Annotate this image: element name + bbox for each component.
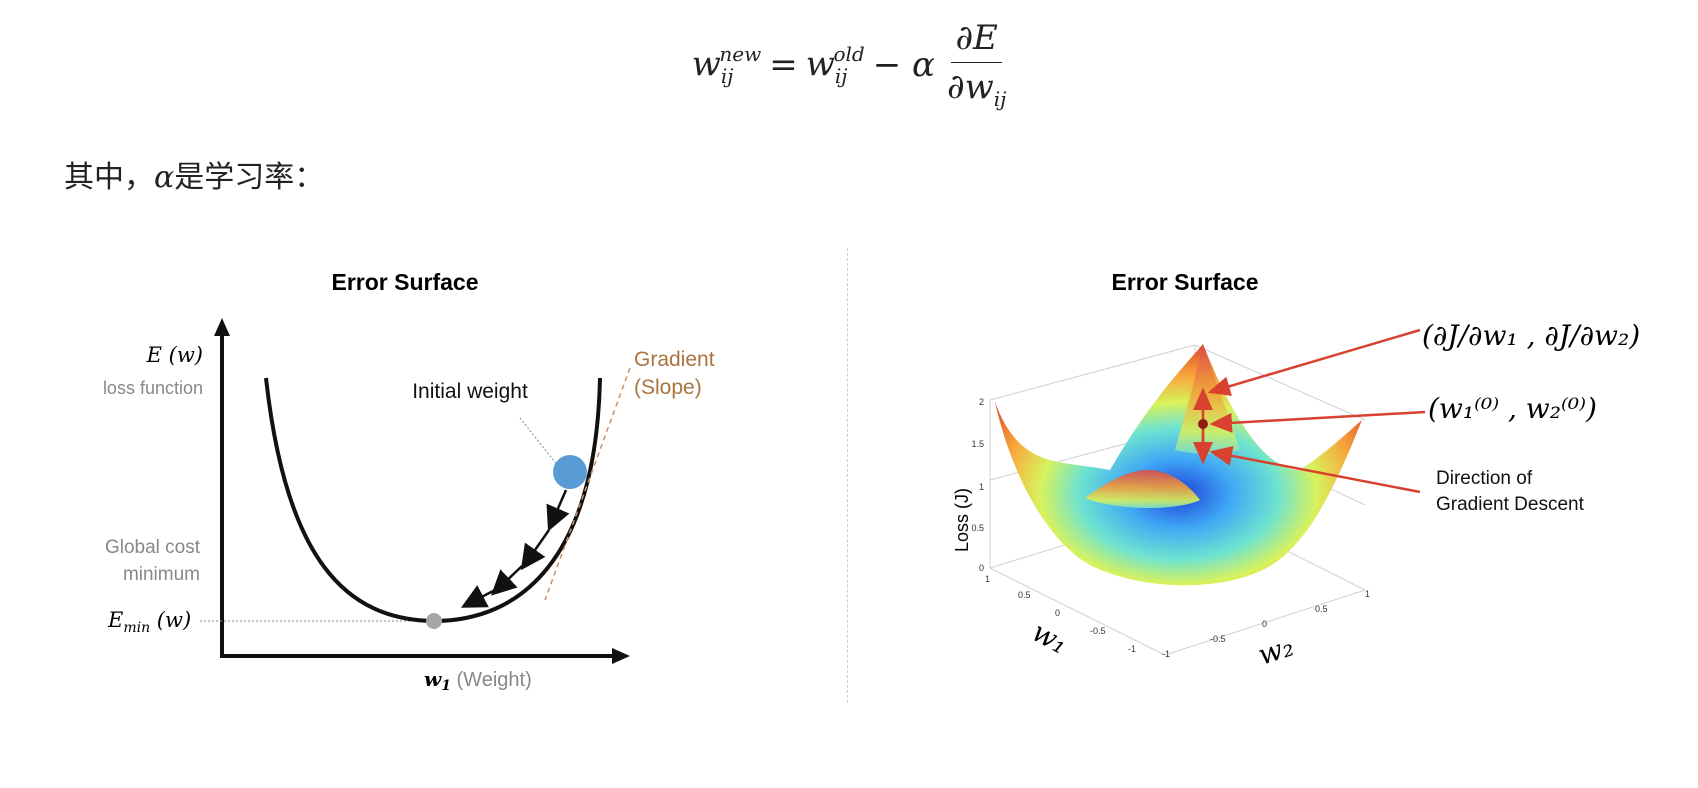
svg-text:0: 0 bbox=[979, 563, 984, 573]
descent-arrow-4 bbox=[460, 585, 496, 608]
left-x-axis-arrow-icon bbox=[612, 648, 630, 664]
w1-axis-label: w₁ bbox=[1027, 615, 1074, 661]
initial-weight-label: Initial weight bbox=[412, 380, 528, 403]
global-min-point bbox=[426, 613, 442, 629]
z-axis-label: Loss (J) bbox=[952, 488, 972, 552]
left-y-axis-arrow-icon bbox=[214, 318, 230, 336]
formula-numerator: ∂E bbox=[951, 18, 1002, 63]
descent-arrow-2 bbox=[520, 529, 551, 571]
left-x-axis-label: w1 (Weight) bbox=[424, 667, 532, 694]
descent-arrow-1 bbox=[546, 489, 570, 532]
left-title: Error Surface bbox=[331, 269, 478, 295]
emin-label: Emin (w) bbox=[107, 608, 191, 636]
svg-text:0: 0 bbox=[1262, 619, 1267, 629]
intro-suffix: 是学习率： bbox=[174, 160, 325, 195]
global-min-label-line1: Global cost bbox=[105, 537, 201, 558]
surface-front-ridge bbox=[1085, 470, 1200, 508]
svg-text:1: 1 bbox=[979, 482, 984, 492]
initial-point-pointer bbox=[1209, 410, 1426, 433]
global-min-label-line2: minimum bbox=[123, 564, 200, 585]
svg-text:-1: -1 bbox=[1128, 644, 1136, 654]
initial-weight-leader bbox=[519, 417, 559, 467]
w2-axis-label: w₂ bbox=[1254, 629, 1298, 671]
initial-weight-ball bbox=[553, 455, 587, 489]
svg-text:2: 2 bbox=[979, 397, 984, 407]
left-y-axis-sublabel: loss function bbox=[103, 378, 203, 398]
svg-text:0.5: 0.5 bbox=[1018, 590, 1031, 600]
left-y-axis-label: E (w) bbox=[146, 343, 203, 367]
panel-divider bbox=[847, 248, 848, 703]
gradient-label-line2: (Slope) bbox=[634, 376, 702, 399]
intro-alpha: α bbox=[154, 160, 175, 195]
gradient-annotations bbox=[1193, 328, 1426, 494]
svg-text:0.5: 0.5 bbox=[1315, 604, 1328, 614]
direction-label-line2: Gradient Descent bbox=[1436, 494, 1585, 515]
svg-text:-0.5: -0.5 bbox=[1210, 634, 1226, 644]
intro-text: 其中，α是学习率： bbox=[64, 152, 324, 196]
intro-prefix: 其中， bbox=[64, 160, 154, 195]
formula-fraction: ∂E ∂wij bbox=[947, 18, 1006, 111]
loss-surface bbox=[995, 344, 1362, 586]
formula-rhs-sup: old bbox=[833, 41, 865, 66]
formula-equals: = bbox=[769, 44, 798, 85]
svg-text:0.5: 0.5 bbox=[971, 523, 984, 533]
gradient-vector-pointer bbox=[1207, 328, 1421, 396]
initial-point-label: (w₁⁽⁰⁾ , w₂⁽⁰⁾) bbox=[1428, 392, 1597, 425]
right-title: Error Surface bbox=[1111, 269, 1258, 295]
direction-pointer bbox=[1209, 445, 1421, 494]
formula-lhs-sub: ij bbox=[720, 63, 734, 88]
svg-text:0: 0 bbox=[1055, 608, 1060, 618]
direction-label-line1: Direction of bbox=[1436, 468, 1533, 489]
gradient-label-line1: Gradient bbox=[634, 348, 715, 371]
svg-text:1: 1 bbox=[1365, 589, 1370, 599]
z-axis-ticks: 0 0.5 1 1.5 2 bbox=[971, 397, 984, 573]
formula-lhs: w bbox=[691, 43, 721, 84]
w2-axis-ticks: -1 -0.5 0 0.5 1 bbox=[1162, 589, 1370, 659]
formula-rhs: w bbox=[805, 43, 835, 84]
formula-denominator: ∂w bbox=[947, 67, 994, 107]
formula-minus-alpha: − α bbox=[872, 44, 935, 85]
svg-text:1.5: 1.5 bbox=[971, 439, 984, 449]
descent-arrow-3 bbox=[490, 565, 523, 596]
svg-text:1: 1 bbox=[985, 574, 990, 584]
w1-axis-ticks: 1 0.5 0 -0.5 -1 bbox=[985, 574, 1136, 654]
formula-rhs-sub: ij bbox=[834, 63, 848, 88]
initial-point-marker bbox=[1198, 419, 1208, 429]
svg-text:-0.5: -0.5 bbox=[1090, 626, 1106, 636]
formula-lhs-sup: new bbox=[719, 41, 762, 66]
svg-text:-1: -1 bbox=[1162, 649, 1170, 659]
gradient-vector-label: (∂J/∂w₁ , ∂J/∂w₂) bbox=[1422, 319, 1640, 352]
update-formula: wijnew = wijold − α ∂E ∂wij bbox=[0, 18, 1698, 111]
formula-denominator-sub: ij bbox=[993, 87, 1007, 111]
loss-curve bbox=[264, 377, 602, 624]
